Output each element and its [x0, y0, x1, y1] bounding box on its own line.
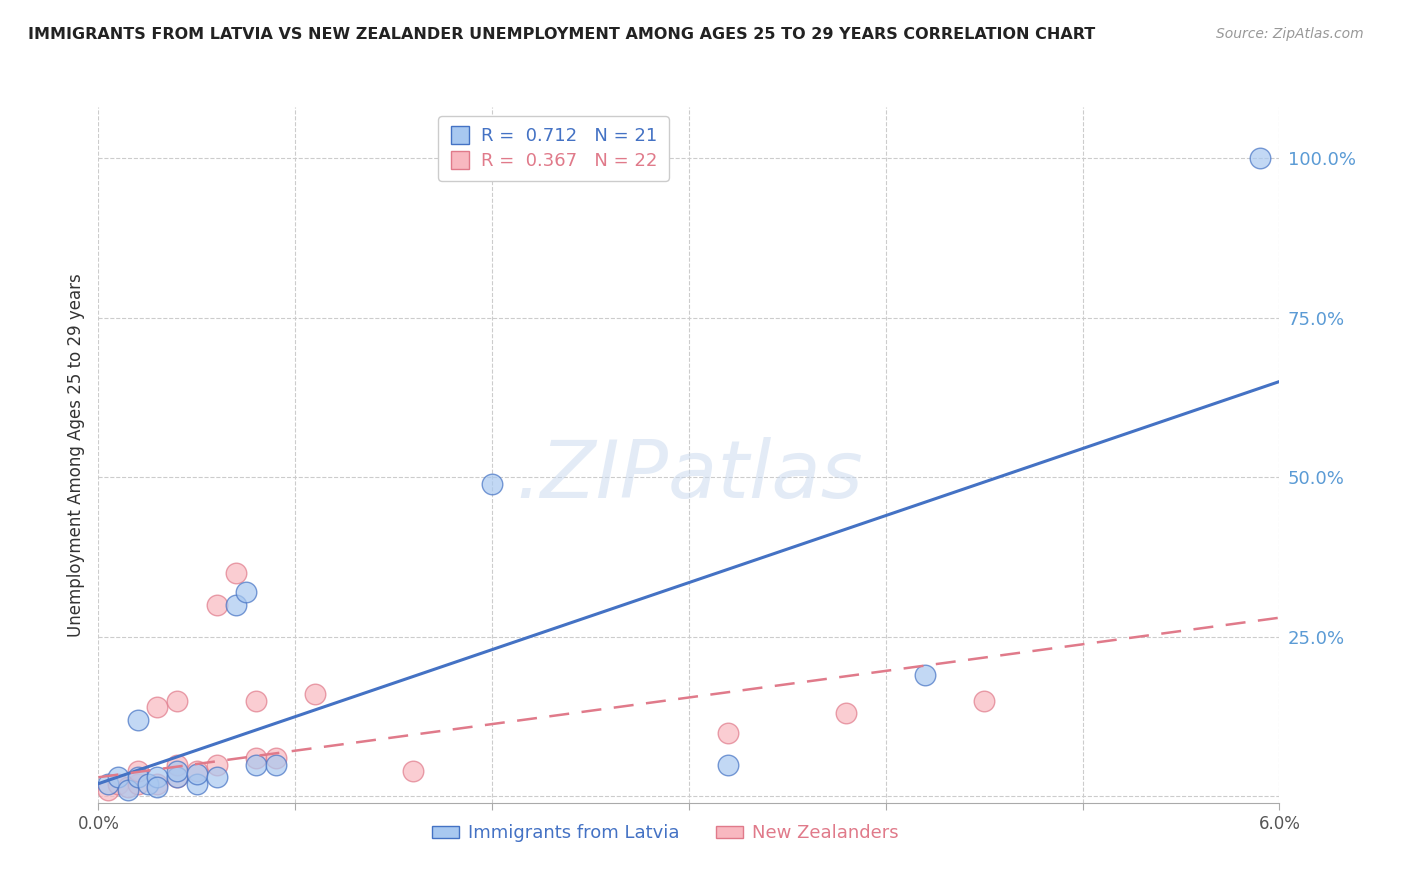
Text: IMMIGRANTS FROM LATVIA VS NEW ZEALANDER UNEMPLOYMENT AMONG AGES 25 TO 29 YEARS C: IMMIGRANTS FROM LATVIA VS NEW ZEALANDER …: [28, 27, 1095, 42]
Point: [107, 777, 129, 791]
Point: [205, 757, 228, 772]
Point: [186, 777, 208, 791]
Point: [166, 757, 188, 772]
Point: [166, 770, 188, 784]
Text: .ZIPatlas: .ZIPatlas: [515, 437, 863, 515]
Point: [264, 751, 287, 765]
Point: [166, 764, 188, 778]
Point: [914, 668, 936, 682]
Point: [127, 770, 149, 784]
Point: [127, 713, 149, 727]
Point: [245, 694, 267, 708]
Point: [973, 694, 995, 708]
Point: [205, 770, 228, 784]
Point: [235, 585, 257, 599]
Point: [186, 767, 208, 781]
Point: [146, 777, 169, 791]
Point: [97, 783, 120, 797]
Point: [717, 757, 740, 772]
Point: [166, 770, 188, 784]
Point: [402, 764, 425, 778]
Point: [264, 757, 287, 772]
Point: [97, 777, 120, 791]
Point: [304, 687, 326, 701]
Point: [225, 598, 247, 612]
Point: [835, 706, 858, 721]
Point: [117, 783, 139, 797]
Point: [166, 694, 188, 708]
Point: [146, 770, 169, 784]
Legend: Immigrants from Latvia, New Zealanders: Immigrants from Latvia, New Zealanders: [425, 817, 905, 849]
Point: [481, 476, 503, 491]
Point: [136, 777, 159, 791]
Point: [127, 777, 149, 791]
Point: [245, 751, 267, 765]
Y-axis label: Unemployment Among Ages 25 to 29 years: Unemployment Among Ages 25 to 29 years: [66, 273, 84, 637]
Point: [127, 764, 149, 778]
Point: [117, 780, 139, 794]
Text: Source: ZipAtlas.com: Source: ZipAtlas.com: [1216, 27, 1364, 41]
Point: [205, 598, 228, 612]
Point: [225, 566, 247, 580]
Point: [245, 757, 267, 772]
Point: [107, 770, 129, 784]
Point: [186, 764, 208, 778]
Point: [717, 725, 740, 739]
Point: [1249, 151, 1271, 165]
Point: [146, 700, 169, 714]
Point: [146, 780, 169, 794]
